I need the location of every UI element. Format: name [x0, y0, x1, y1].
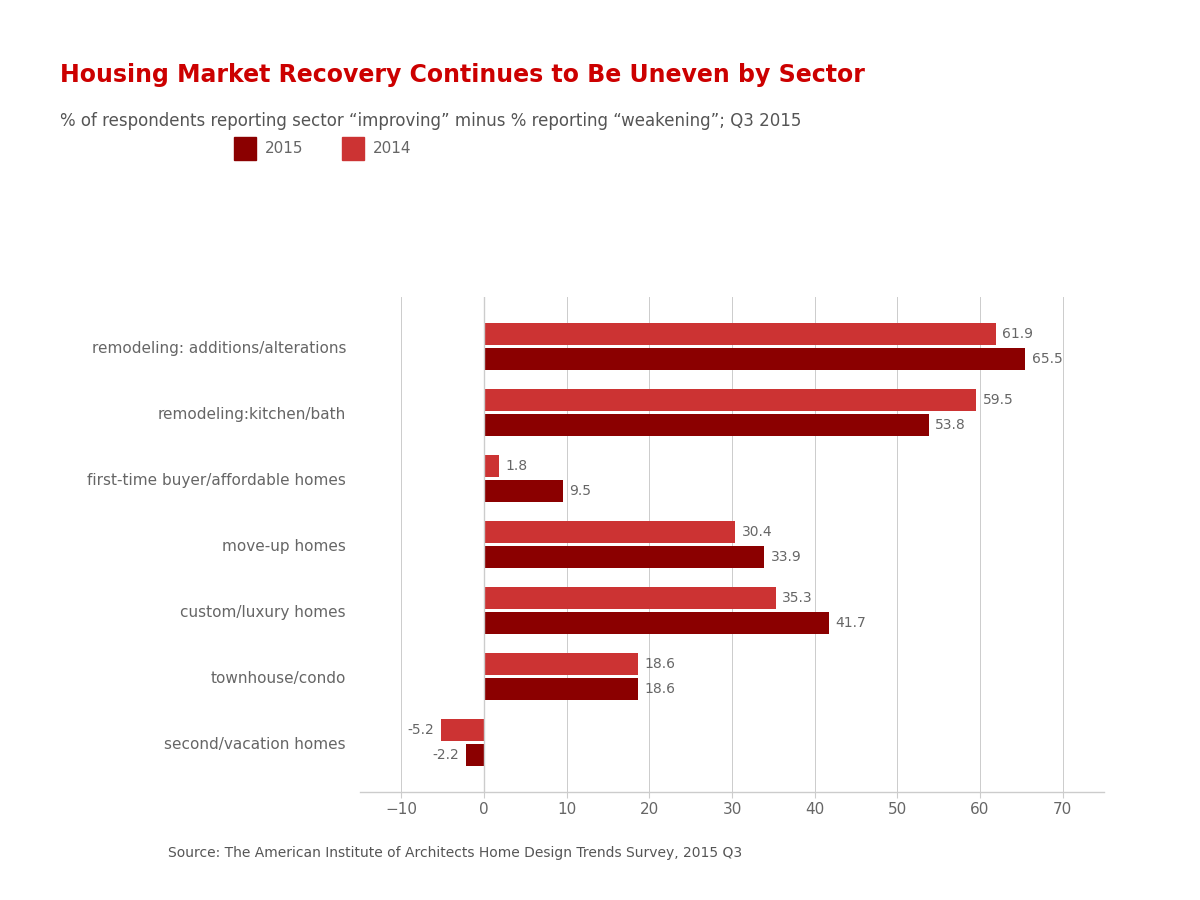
Bar [484, 455, 499, 476]
Text: 65.5: 65.5 [1032, 352, 1063, 366]
Bar [484, 323, 996, 345]
Text: Housing Market Recovery Continues to Be Uneven by Sector: Housing Market Recovery Continues to Be … [60, 63, 865, 87]
Bar [484, 653, 637, 674]
Text: 18.6: 18.6 [644, 682, 676, 696]
Bar [484, 521, 736, 543]
Text: 59.5: 59.5 [983, 393, 1013, 407]
Text: 2015: 2015 [265, 141, 304, 156]
Text: 33.9: 33.9 [770, 550, 802, 564]
Bar [484, 481, 563, 501]
Bar [484, 588, 776, 608]
Bar [442, 719, 484, 741]
Text: 9.5: 9.5 [569, 484, 592, 498]
Text: 53.8: 53.8 [935, 418, 966, 432]
Text: -2.2: -2.2 [432, 748, 460, 762]
Bar [484, 348, 1026, 370]
Bar [484, 546, 764, 568]
Text: 1.8: 1.8 [505, 459, 528, 473]
Text: % of respondents reporting sector “improving” minus % reporting “weakening”; Q3 : % of respondents reporting sector “impro… [60, 112, 802, 130]
Text: 61.9: 61.9 [1002, 327, 1033, 341]
Text: 41.7: 41.7 [835, 616, 866, 630]
Text: 18.6: 18.6 [644, 657, 676, 671]
Text: 35.3: 35.3 [782, 591, 814, 605]
Text: -5.2: -5.2 [408, 723, 434, 737]
Text: 2014: 2014 [373, 141, 412, 156]
Bar [466, 744, 484, 766]
Text: Source: The American Institute of Architects Home Design Trends Survey, 2015 Q3: Source: The American Institute of Archit… [168, 845, 742, 859]
Bar [484, 390, 976, 410]
Bar [484, 679, 637, 699]
Bar [484, 415, 929, 436]
Text: 30.4: 30.4 [742, 525, 773, 539]
Bar [484, 613, 829, 634]
